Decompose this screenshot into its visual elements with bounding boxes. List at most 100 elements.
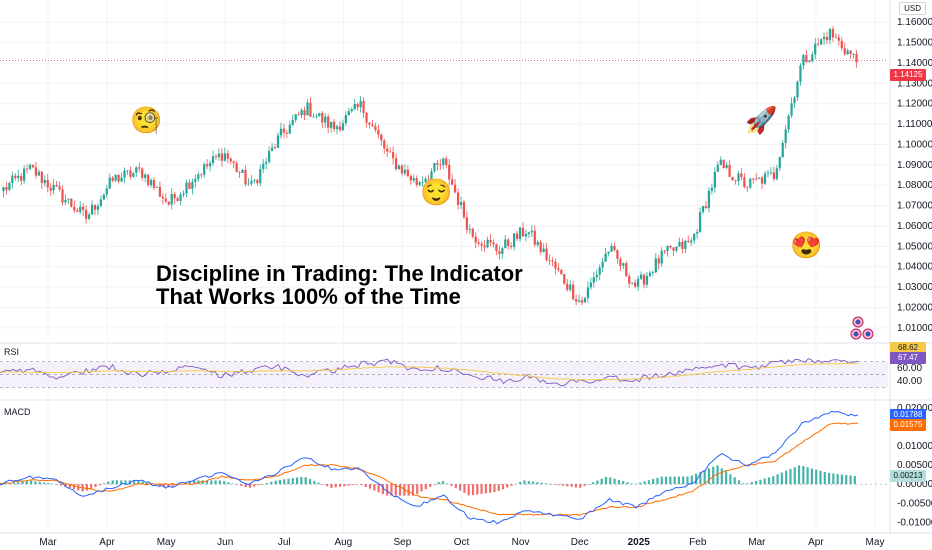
candle (185, 182, 188, 194)
candle (297, 114, 300, 116)
candle (262, 163, 265, 169)
candle (772, 172, 775, 179)
macd-histogram-bar (197, 480, 200, 485)
candle (14, 175, 17, 178)
candle (684, 240, 687, 250)
candle (749, 178, 752, 188)
candle (82, 206, 85, 210)
macd-histogram-bar (394, 484, 397, 496)
price-axis-label: 1.01000 (897, 323, 932, 334)
macd-histogram-bar (433, 484, 436, 485)
macd-histogram-bar (459, 484, 462, 491)
candle (126, 170, 129, 172)
macd-histogram-bar (561, 484, 565, 486)
headline-line-1: Discipline in Trading: The Indicator (156, 261, 523, 286)
rsi-value-badge: 68.62 (890, 342, 926, 354)
candle (577, 300, 581, 302)
macd-histogram-bar (253, 484, 256, 487)
candle (67, 198, 70, 200)
candle (825, 36, 829, 41)
macd-histogram-bar (283, 479, 286, 485)
macd-histogram-bar (141, 481, 144, 485)
macd-histogram-bar (137, 480, 140, 485)
macd-histogram-bar (265, 482, 269, 485)
macd-histogram-bar (334, 484, 337, 488)
candle (763, 173, 767, 184)
macd-histogram-bar (669, 476, 672, 485)
macd-value-badge: 0.01788 (890, 409, 926, 421)
macd-histogram-bar (240, 484, 243, 486)
candle (563, 274, 566, 284)
macd-histogram-bar (497, 484, 500, 492)
candle (707, 190, 711, 209)
candle (226, 153, 229, 159)
candle (111, 177, 114, 181)
candle (214, 156, 218, 158)
macd-histogram-bar (544, 483, 548, 485)
candle (542, 248, 545, 252)
macd-histogram-bar (656, 477, 659, 485)
macd-axis-label: 0.00500 (897, 460, 932, 471)
macd-histogram-bar (583, 484, 586, 486)
macd-histogram-bar (647, 480, 650, 485)
candle (99, 199, 103, 206)
macd-histogram-bar (725, 471, 728, 485)
candle (840, 40, 843, 49)
macd-histogram-bar (823, 472, 826, 485)
macd-histogram-bar (746, 483, 749, 485)
time-axis-label: 2025 (628, 537, 651, 548)
macd-histogram-bar (793, 467, 796, 485)
macd-histogram-bar (343, 484, 346, 487)
candle (548, 260, 551, 261)
macd-histogram-bar (424, 484, 427, 490)
macd-histogram-bar (330, 484, 333, 488)
candle (303, 110, 306, 116)
candle (282, 128, 286, 133)
macd-histogram-bar (750, 482, 753, 485)
candle (141, 168, 144, 178)
macd-histogram-bar (664, 476, 668, 485)
candle (740, 173, 743, 178)
candle (843, 48, 846, 55)
candle (430, 171, 433, 180)
candle (734, 180, 737, 182)
candle (232, 161, 235, 163)
macd-histogram-bar (51, 483, 54, 485)
macd-histogram-bar (694, 473, 698, 485)
time-axis-label: Dec (571, 537, 589, 548)
macd-histogram-bar (317, 482, 320, 485)
candle (755, 178, 758, 180)
candle (253, 179, 256, 181)
macd-histogram-bar (652, 479, 655, 485)
candle (173, 193, 176, 199)
macd-histogram-bar (420, 484, 423, 492)
currency-label[interactable]: USD (899, 2, 926, 15)
time-axis-label: Nov (512, 537, 530, 548)
candle (49, 187, 52, 191)
macd-histogram-bar (308, 479, 312, 485)
macd-histogram-bar (416, 484, 419, 494)
macd-histogram-bar (682, 476, 685, 485)
candle (456, 192, 460, 205)
rocket-emoji: 🚀 (745, 105, 778, 135)
candle (152, 180, 156, 188)
candle (79, 206, 82, 212)
macd-histogram-bar (471, 484, 475, 496)
macd-histogram-bar (604, 476, 608, 485)
candle (451, 179, 454, 185)
candle (474, 236, 477, 243)
price-axis-label: 1.15000 (897, 38, 932, 49)
candle (557, 268, 560, 270)
candle (161, 196, 164, 199)
candle (781, 142, 784, 158)
macd-histogram-bar (476, 484, 479, 495)
rsi-line (0, 358, 859, 387)
candle (329, 121, 333, 128)
macd-histogram-bar (386, 484, 389, 496)
macd-histogram-bar (274, 480, 277, 485)
candle (383, 140, 386, 149)
candle (595, 274, 598, 278)
candle (223, 153, 226, 161)
